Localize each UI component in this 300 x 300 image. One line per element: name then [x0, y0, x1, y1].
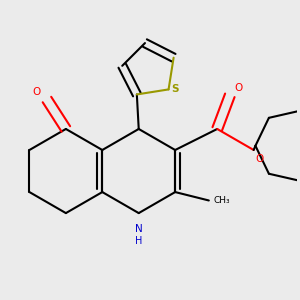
- Text: CH₃: CH₃: [213, 196, 230, 205]
- Text: O: O: [256, 154, 264, 164]
- Text: H: H: [135, 236, 142, 246]
- Text: N: N: [135, 224, 142, 234]
- Text: S: S: [172, 84, 179, 94]
- Text: O: O: [234, 83, 242, 93]
- Text: O: O: [32, 87, 40, 98]
